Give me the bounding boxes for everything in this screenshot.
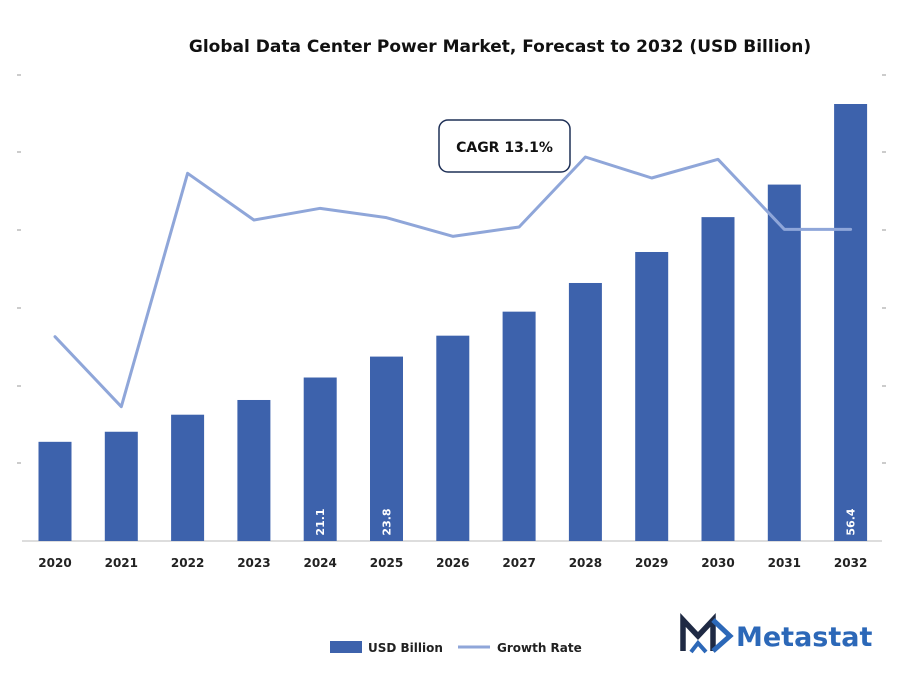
bar-data-label: 23.8 bbox=[381, 508, 394, 535]
legend-label-growth-rate: Growth Rate bbox=[497, 641, 582, 655]
bar-data-label: 56.4 bbox=[845, 508, 858, 535]
x-tick-label: 2025 bbox=[370, 556, 403, 570]
x-tick-label: 2023 bbox=[237, 556, 270, 570]
cagr-label: CAGR 13.1% bbox=[456, 140, 553, 156]
bar-2025 bbox=[370, 356, 403, 541]
x-tick-label: 2031 bbox=[768, 556, 801, 570]
bar-2030 bbox=[701, 217, 735, 541]
x-tick-label: 2030 bbox=[701, 556, 734, 570]
x-tick-label: 2032 bbox=[834, 556, 867, 570]
bar-2026 bbox=[436, 335, 470, 541]
cagr-callout: CAGR 13.1% bbox=[438, 119, 571, 173]
x-tick-label: 2027 bbox=[502, 556, 535, 570]
x-tick-label: 2026 bbox=[436, 556, 469, 570]
x-tick-label: 2024 bbox=[303, 556, 336, 570]
x-tick-label: 2028 bbox=[569, 556, 602, 570]
m-logo-icon bbox=[680, 613, 734, 654]
bar-2020 bbox=[38, 441, 72, 541]
x-tick-label: 2021 bbox=[105, 556, 138, 570]
bar-2029 bbox=[635, 251, 669, 541]
bar-data-label: 21.1 bbox=[314, 508, 327, 535]
bar-labels: 21.1 23.8 56.4 bbox=[314, 508, 857, 535]
x-tick-label: 2029 bbox=[635, 556, 668, 570]
legend: USD Billion Growth Rate bbox=[330, 641, 582, 655]
bar-2031 bbox=[767, 184, 801, 542]
brand-name: Metastat bbox=[736, 622, 873, 653]
chart-title: Global Data Center Power Market, Forecas… bbox=[189, 37, 811, 57]
x-axis-tick-labels: 2020 2021 2022 2023 2024 2025 2026 2027 2028 2029… bbox=[38, 556, 867, 570]
bar-2024 bbox=[303, 377, 337, 541]
growth-rate-line bbox=[53, 155, 853, 409]
bar-2027 bbox=[502, 311, 536, 541]
legend-swatch-usd-billion bbox=[330, 641, 362, 653]
legend-label-usd-billion: USD Billion bbox=[368, 641, 443, 655]
bar-2021 bbox=[104, 431, 138, 541]
bar-2022 bbox=[171, 414, 205, 541]
cagr-box bbox=[438, 119, 571, 173]
brand-logo: Metastat bbox=[680, 613, 873, 654]
x-tick-label: 2022 bbox=[171, 556, 204, 570]
x-tick-label: 2020 bbox=[38, 556, 71, 570]
bar-2028 bbox=[568, 282, 602, 541]
bar-2032 bbox=[834, 104, 868, 541]
bars bbox=[38, 104, 868, 542]
bar-2023 bbox=[237, 399, 271, 541]
